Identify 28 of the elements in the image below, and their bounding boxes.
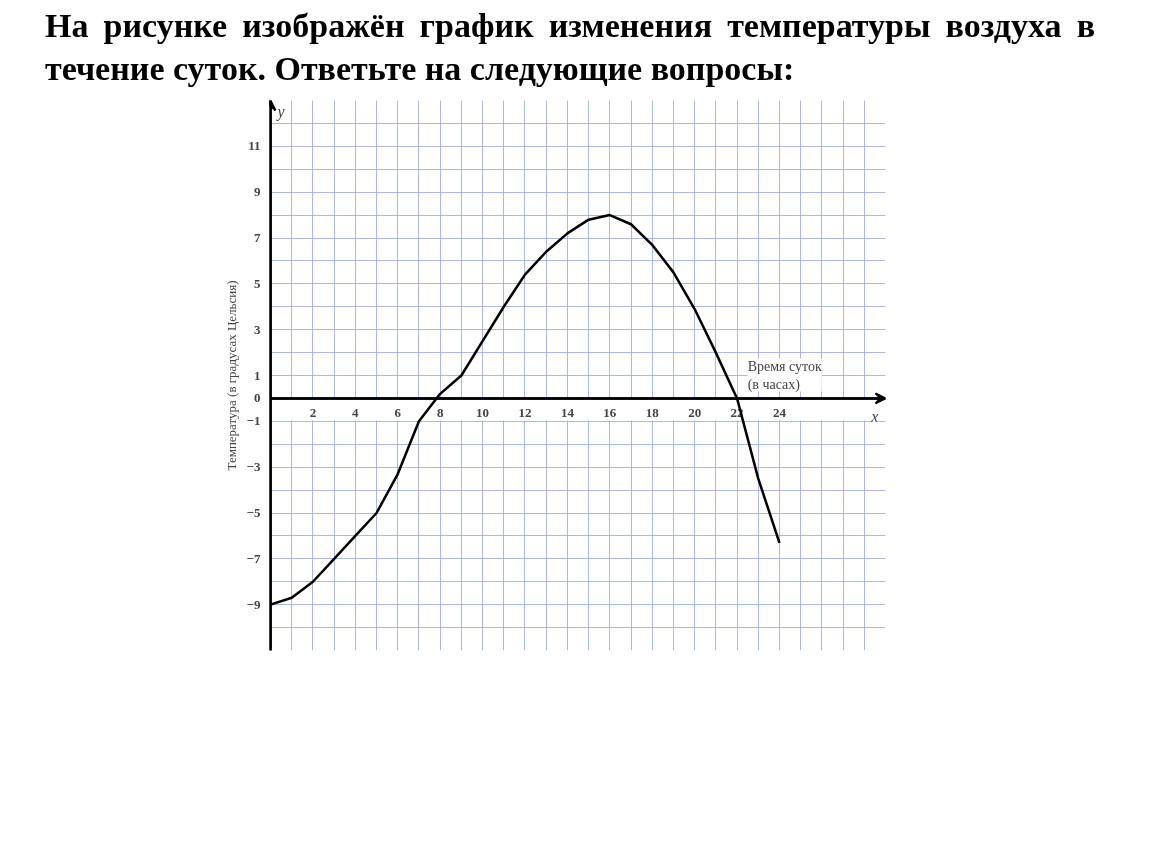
y-tick-label: 9: [254, 184, 261, 200]
y-axis-title: Температура (в градусах Цельсия): [223, 280, 239, 471]
x-tick-label: 20: [688, 405, 702, 421]
x-tick-label: 18: [645, 405, 660, 421]
x-tick-label: 8: [436, 405, 444, 421]
y-tick-label: 7: [254, 230, 261, 245]
y-tick-label: −1: [246, 413, 261, 429]
x-tick-label: 12: [518, 405, 532, 421]
x-tick-label: 4: [352, 405, 360, 421]
y-tick-label: −7: [246, 550, 261, 566]
y-tick-label: 5: [254, 275, 261, 291]
y-tick-label: 11: [248, 138, 261, 154]
y-tick-label: 1: [254, 367, 261, 383]
annotation: y: [275, 103, 286, 122]
x-axis-title: Время суток (в часах): [747, 358, 822, 393]
x-tick-label: 16: [603, 405, 617, 421]
x-tick-label: 10: [476, 405, 490, 421]
chart-title: На рисунке изображён график изменения температуры воздуха в течение суток. Ответьте на следующие вопросы:: [45, 6, 1095, 89]
x-tick-label: 2: [309, 405, 317, 421]
y-tick-label: −5: [246, 505, 261, 520]
annotation: x: [870, 408, 879, 426]
y-tick-label: −3: [246, 459, 261, 475]
y-tick-label: 3: [254, 321, 261, 337]
y-tick-label: −9: [246, 596, 261, 612]
x-tick-label: 24: [772, 405, 787, 421]
x-tick-label: 6: [394, 405, 402, 421]
y-tick-label: 0: [254, 390, 261, 406]
x-tick-label: 14: [560, 405, 575, 421]
